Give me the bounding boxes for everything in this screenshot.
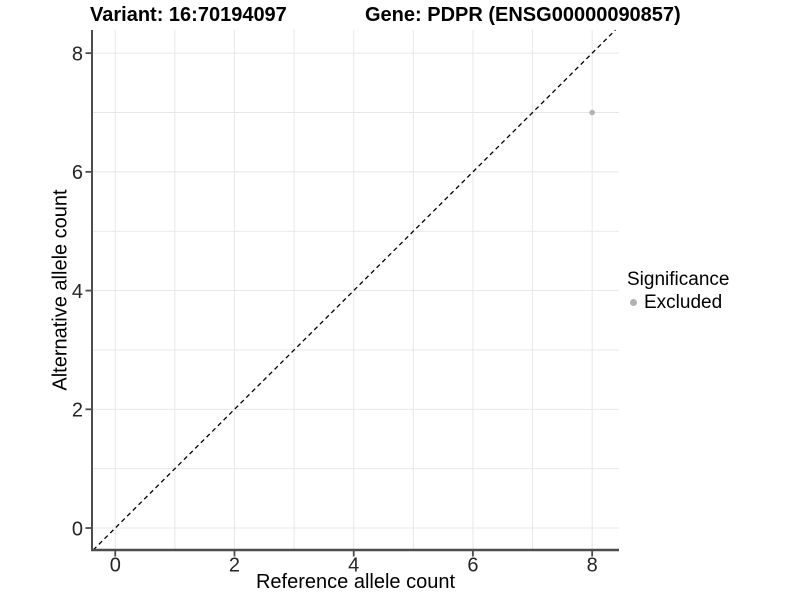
gridlines [92,30,619,550]
y-tick-label: 2 [72,400,83,422]
data-point [589,109,595,116]
gene-title: Gene: PDPR (ENSG00000090857) [365,4,681,26]
y-tick-label: 4 [72,281,83,303]
x-tick-label: 2 [229,555,240,577]
variant-title: Variant: 16:70194097 [90,4,287,26]
y-tick-label: 0 [72,518,83,540]
legend-title: Significance [627,269,730,290]
legend-item-label: Excluded [644,292,723,313]
legend-point-icon [630,299,637,306]
legend: Significance Excluded [627,270,729,312]
x-tick-label: 8 [587,555,598,577]
x-tick-label: 6 [467,555,478,577]
x-axis-title: Reference allele count [255,571,455,593]
y-axis-title: Alternative allele count [49,189,72,391]
y-tick-label: 8 [72,43,83,65]
x-tick-label: 0 [110,555,121,577]
y-tick-label: 6 [72,162,83,184]
legend-item-excluded: Excluded [627,293,729,312]
x-tick-label: 4 [348,555,359,577]
identity-reference-line [92,29,616,551]
